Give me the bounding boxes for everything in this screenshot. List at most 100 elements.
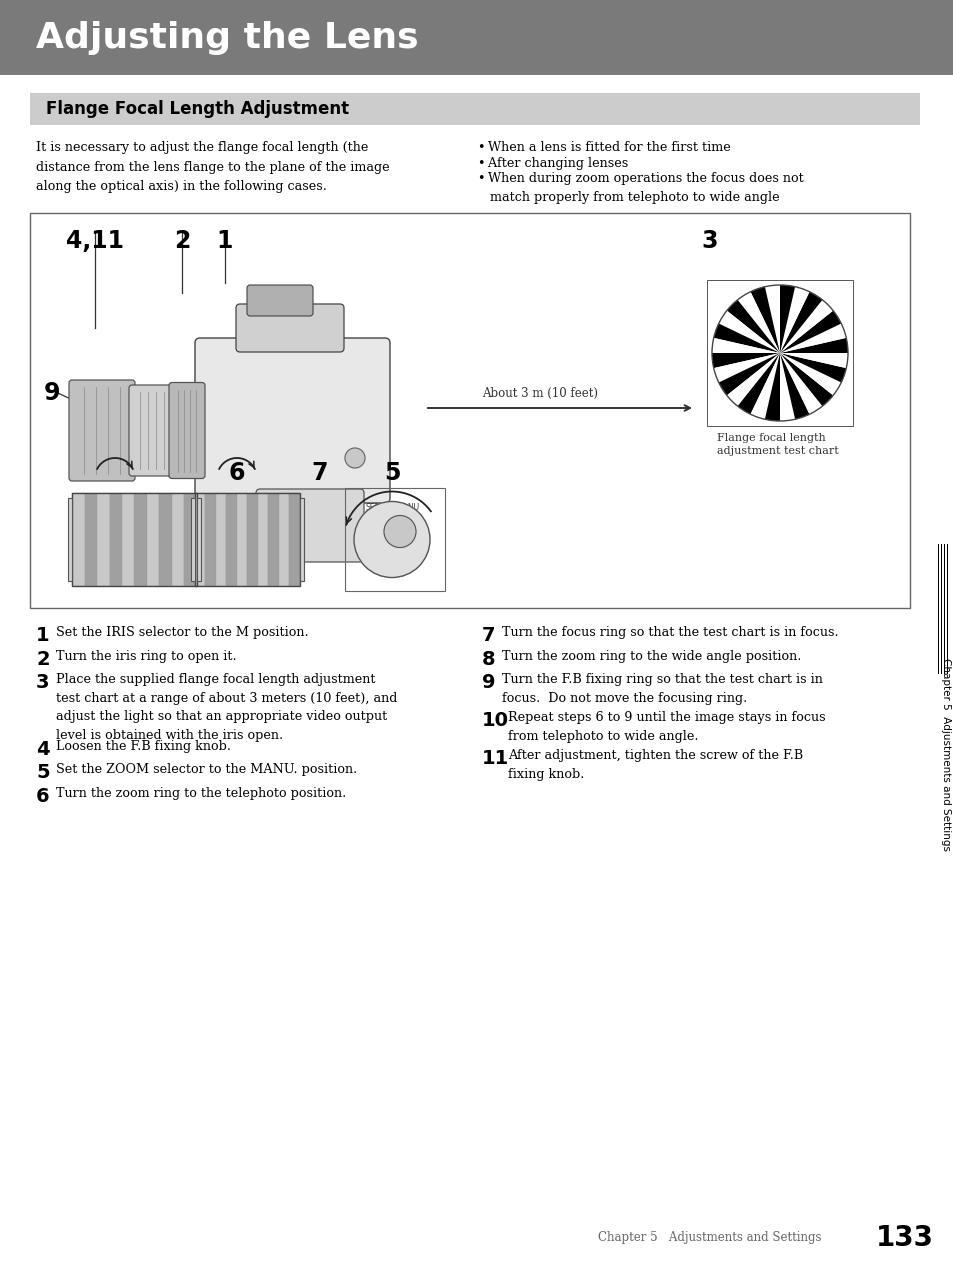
Bar [122, 493, 134, 586]
Bar [184, 493, 196, 586]
Text: 4,11: 4,11 [66, 229, 124, 254]
Wedge shape [780, 353, 841, 395]
Text: 6: 6 [36, 787, 50, 806]
Text: 4: 4 [36, 740, 50, 759]
Text: 3: 3 [701, 229, 718, 254]
Wedge shape [780, 287, 809, 353]
Wedge shape [780, 353, 809, 419]
Bar [196, 498, 201, 581]
Text: SERVO: SERVO [365, 502, 391, 511]
Wedge shape [726, 299, 780, 353]
Text: After adjustment, tighten the screw of the F.B
fixing knob.: After adjustment, tighten the screw of t… [507, 749, 802, 781]
Bar [345, 488, 444, 591]
Text: Turn the iris ring to open it.: Turn the iris ring to open it. [56, 650, 236, 662]
Text: 11: 11 [481, 749, 509, 768]
Bar [257, 493, 268, 586]
Text: 2: 2 [173, 229, 190, 254]
Bar [147, 493, 159, 586]
Wedge shape [780, 353, 821, 414]
FancyBboxPatch shape [235, 304, 344, 352]
Text: 8: 8 [107, 461, 123, 485]
Wedge shape [780, 311, 841, 353]
Text: 6: 6 [229, 461, 245, 485]
Wedge shape [750, 353, 780, 419]
Wedge shape [726, 353, 780, 406]
Wedge shape [711, 353, 780, 368]
Wedge shape [750, 287, 780, 353]
Bar [110, 493, 122, 586]
Wedge shape [718, 353, 780, 395]
Wedge shape [713, 324, 780, 353]
Text: Turn the zoom ring to the wide angle position.: Turn the zoom ring to the wide angle pos… [501, 650, 801, 662]
Wedge shape [718, 311, 780, 353]
Text: • After changing lenses: • After changing lenses [477, 157, 628, 169]
Text: • When during zoom operations the focus does not
   match properly from telephot: • When during zoom operations the focus … [477, 172, 803, 204]
Text: Chapter 5  Adjustments and Settings: Chapter 5 Adjustments and Settings [940, 657, 950, 851]
Text: Chapter 5   Adjustments and Settings: Chapter 5 Adjustments and Settings [598, 1232, 821, 1245]
Wedge shape [737, 353, 780, 414]
Text: It is necessary to adjust the flange focal length (the
distance from the lens fl: It is necessary to adjust the flange foc… [36, 141, 389, 192]
Bar [194, 493, 205, 586]
Wedge shape [780, 353, 832, 406]
Wedge shape [780, 292, 821, 353]
FancyBboxPatch shape [69, 380, 135, 482]
Bar [97, 493, 110, 586]
Text: Flange focal length
adjustment test chart: Flange focal length adjustment test char… [717, 433, 838, 456]
Bar [68, 498, 71, 581]
Bar [30, 213, 909, 608]
Text: 9: 9 [481, 673, 495, 692]
Text: 10: 10 [481, 711, 509, 730]
Wedge shape [780, 353, 845, 382]
Wedge shape [780, 299, 832, 353]
Bar [172, 493, 184, 586]
Text: 9: 9 [44, 381, 60, 405]
Circle shape [384, 516, 416, 548]
Bar [278, 493, 289, 586]
Wedge shape [780, 338, 847, 353]
Text: 2: 2 [36, 650, 50, 669]
Text: Turn the F.B fixing ring so that the test chart is in
focus.  Do not move the fo: Turn the F.B fixing ring so that the tes… [501, 673, 822, 705]
Text: 1: 1 [216, 229, 233, 254]
Wedge shape [780, 285, 794, 353]
Bar [226, 493, 236, 586]
Text: About 3 m (10 feet): About 3 m (10 feet) [481, 387, 598, 400]
Text: 7: 7 [481, 626, 495, 645]
Text: 7: 7 [312, 461, 328, 485]
Wedge shape [780, 353, 847, 368]
FancyBboxPatch shape [129, 385, 174, 476]
Text: 1: 1 [36, 626, 50, 645]
Bar [159, 493, 172, 586]
Text: MANU: MANU [396, 502, 419, 511]
Bar [268, 493, 278, 586]
Wedge shape [713, 353, 780, 382]
Text: Turn the zoom ring to the telephoto position.: Turn the zoom ring to the telephoto posi… [56, 787, 346, 800]
Text: Repeat steps 6 to 9 until the image stays in focus
from telephoto to wide angle.: Repeat steps 6 to 9 until the image stay… [507, 711, 824, 743]
Text: 3: 3 [36, 673, 50, 692]
Wedge shape [780, 353, 794, 420]
Wedge shape [764, 353, 780, 420]
Text: 5: 5 [36, 763, 50, 782]
Bar [0, 0, 953, 75]
Bar [71, 493, 85, 586]
Bar [30, 93, 919, 125]
Bar [236, 493, 247, 586]
Text: 5: 5 [383, 461, 400, 485]
FancyBboxPatch shape [169, 382, 205, 479]
Bar [191, 498, 194, 581]
Bar [205, 493, 215, 586]
Text: 133: 133 [875, 1224, 933, 1252]
Text: Turn the focus ring so that the test chart is in focus.: Turn the focus ring so that the test cha… [501, 626, 838, 640]
Bar [247, 493, 257, 586]
Wedge shape [764, 285, 780, 353]
Text: 8: 8 [481, 650, 496, 669]
Bar [215, 493, 226, 586]
Circle shape [354, 502, 430, 577]
FancyBboxPatch shape [255, 489, 364, 562]
Text: Flange Focal Length Adjustment: Flange Focal Length Adjustment [46, 99, 349, 118]
Bar [194, 493, 299, 586]
Wedge shape [780, 324, 845, 353]
Bar [134, 493, 147, 586]
Wedge shape [711, 338, 780, 353]
Text: Adjusting the Lens: Adjusting the Lens [36, 20, 418, 55]
Text: Place the supplied flange focal length adjustment
test chart at a range of about: Place the supplied flange focal length a… [56, 673, 397, 741]
